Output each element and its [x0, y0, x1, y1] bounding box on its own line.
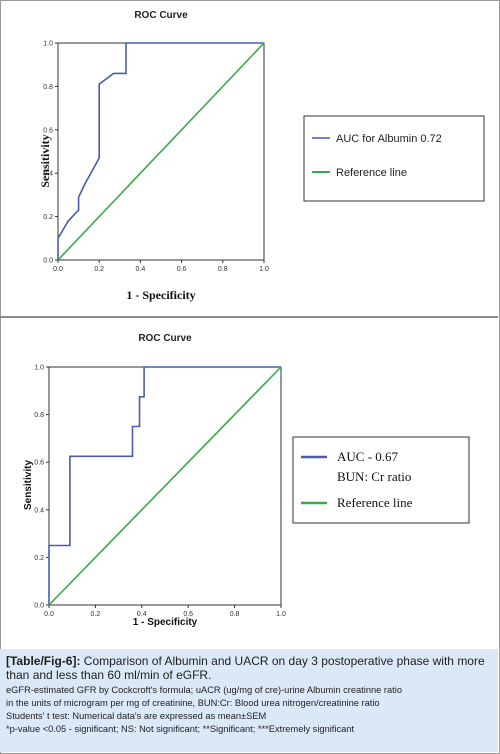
caption-label: [Table/Fig-6]:	[6, 654, 81, 668]
y-tick-label: 0.6	[43, 127, 53, 134]
x-tick-label: 0.0	[44, 611, 54, 618]
y-tick-label: 0.8	[43, 84, 53, 91]
caption-line: Students' t test: Numerical data's are e…	[6, 711, 267, 721]
roc-panel-bun-cr: ROC Curve 0.0 0.2 0.4 0.6 0.8 1.0 0.0 0.2 0.4 0.6 0…	[1, 319, 497, 647]
legend-label-reference: Reference line	[336, 167, 407, 179]
y-axis-label: Sensitivity	[38, 134, 52, 187]
y-tick-label: 0.0	[34, 603, 44, 610]
x-tick-label: 1.0	[259, 266, 269, 273]
x-tick-label: 0.0	[53, 266, 63, 273]
roc-curve-line	[48, 366, 281, 605]
x-axis-label: 1 - Specificity	[133, 617, 198, 628]
chart-title: ROC Curve	[138, 333, 192, 344]
y-tick-label: 0.0	[43, 258, 53, 265]
legend-box	[292, 436, 470, 524]
y-tick-label: 0.6	[34, 460, 44, 467]
roc-chart-bun-cr: ROC Curve 0.0 0.2 0.4 0.6 0.8 1.0 0.0 0.2 0.4 0.6 0…	[23, 333, 470, 628]
caption-text: Comparison of Albumin and UACR on day 3 …	[6, 654, 485, 682]
x-tick-label: 0.8	[218, 266, 228, 273]
panel-divider	[0, 316, 498, 318]
x-axis-label: 1 - Specificity	[126, 288, 195, 302]
x-tick-label: 0.6	[183, 611, 193, 618]
caption-line: eGFR-estimated GFR by Cockcroft's formul…	[6, 685, 402, 695]
x-tick-label: 0.2	[94, 266, 104, 273]
roc-chart-albumin: ROC Curve 0.0 0.2 0.4 0.6 0.8 1.0 0.0 0.2 0.4 0.6 0…	[38, 10, 485, 302]
y-tick-label: 0.2	[43, 214, 53, 221]
x-tick-label: 1.0	[276, 611, 286, 618]
roc-curve-line	[57, 42, 264, 260]
legend-label-curve: AUC - 0.67	[337, 449, 399, 464]
chart-title: ROC Curve	[134, 10, 188, 21]
caption-line: *p-value <0.05 - significant; NS: Not si…	[6, 724, 355, 734]
caption-title: [Table/Fig-6]: Comparison of Albumin and…	[6, 654, 492, 682]
legend-label-curve-subtitle: BUN: Cr ratio	[337, 469, 411, 484]
y-axis-label: Sensitivity	[23, 460, 34, 510]
reference-line	[48, 366, 282, 606]
y-tick-label: 0.8	[34, 412, 44, 419]
legend-label-reference: Reference line	[337, 495, 413, 510]
y-tick-label: 0.4	[43, 171, 53, 178]
x-tick-label: 0.8	[230, 611, 240, 618]
reference-line	[57, 42, 265, 261]
y-tick-label: 0.2	[34, 555, 44, 562]
legend-box	[303, 115, 485, 202]
x-tick-label: 0.2	[91, 611, 101, 618]
caption-line: in the units of microgram per mg of crea…	[6, 698, 380, 708]
x-tick-label: 0.4	[137, 611, 147, 618]
x-tick-label: 0.4	[136, 266, 146, 273]
legend-label-curve: AUC for Albumin 0.72	[336, 133, 442, 145]
roc-panel-albumin: ROC Curve 0.0 0.2 0.4 0.6 0.8 1.0 0.0 0.2 0.4 0.6 0…	[1, 1, 497, 315]
x-tick-label: 0.6	[177, 266, 187, 273]
figure-caption	[0, 649, 498, 752]
y-tick-label: 1.0	[34, 365, 44, 372]
y-tick-label: 1.0	[43, 41, 53, 48]
y-tick-label: 0.4	[34, 507, 44, 514]
